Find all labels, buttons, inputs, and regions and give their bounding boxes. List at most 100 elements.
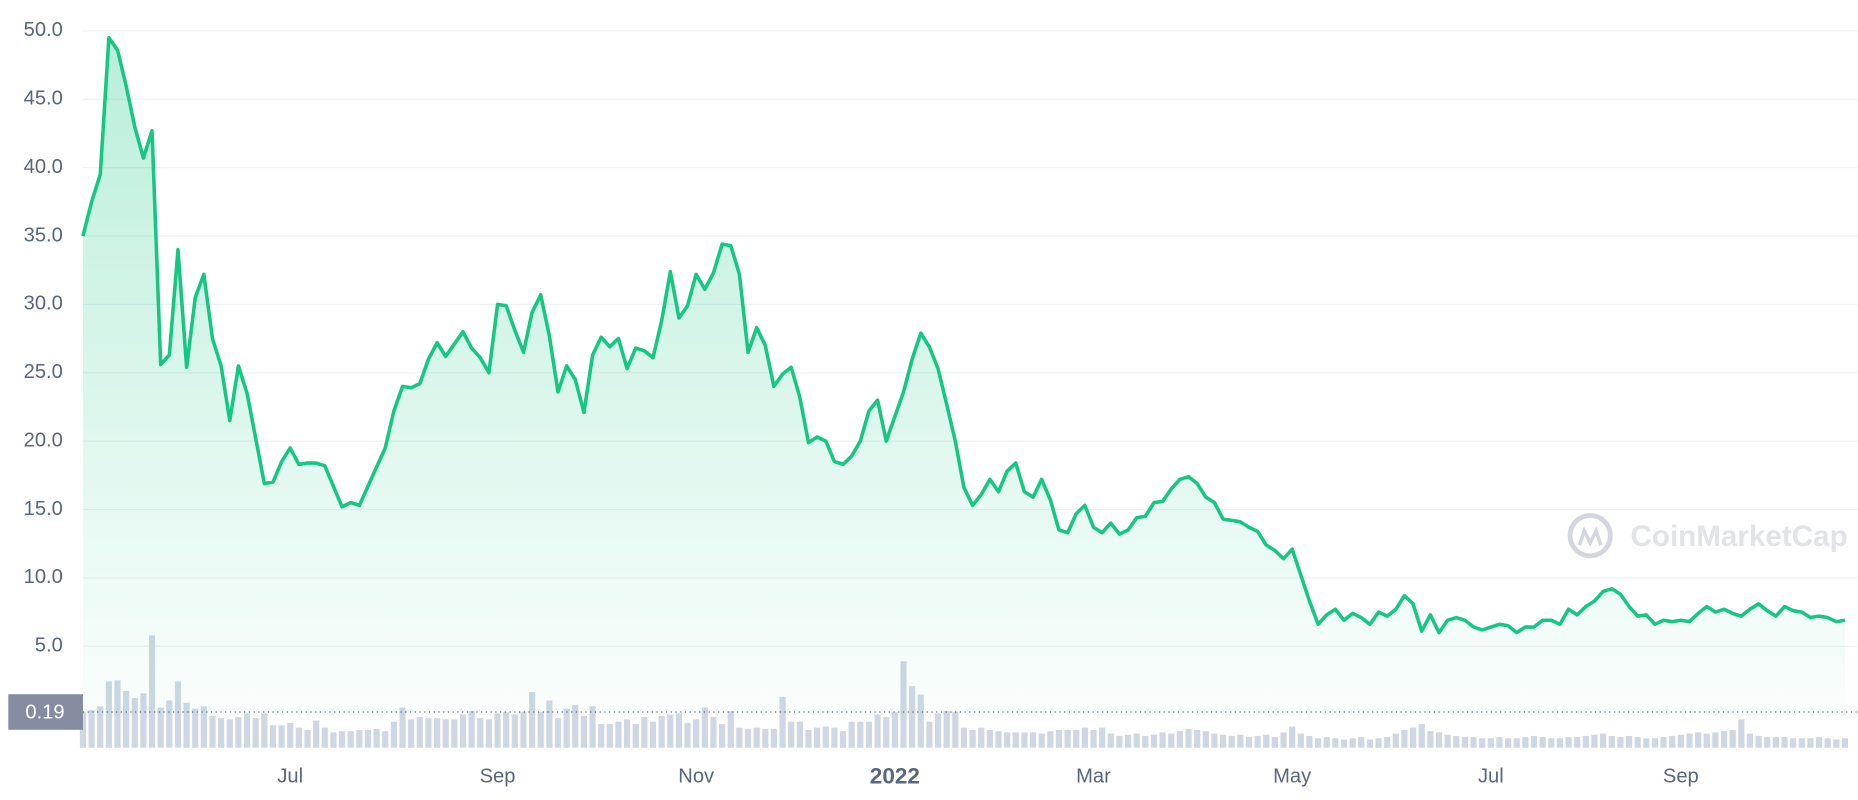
- volume-bar: [338, 731, 346, 748]
- volume-bar: [1107, 733, 1114, 748]
- volume-bar: [719, 724, 726, 748]
- volume-bar: [839, 731, 847, 748]
- volume-bar: [416, 716, 423, 748]
- x-tick-label: Sep: [1663, 766, 1699, 788]
- volume-bar: [97, 706, 104, 748]
- volume-bar: [1306, 735, 1313, 748]
- volume-bar: [1142, 735, 1149, 748]
- volume-bar: [874, 714, 881, 748]
- volume-bar: [1384, 737, 1391, 748]
- volume-bar: [278, 725, 285, 748]
- volume-bar: [1392, 733, 1399, 748]
- volume-bar: [1124, 734, 1132, 748]
- volume-bar: [986, 730, 993, 748]
- volume-bar: [762, 728, 769, 748]
- volume-bar: [1427, 731, 1434, 748]
- volume-bar: [1271, 737, 1278, 748]
- price-line: [81, 35, 1846, 635]
- volume-bar: [1470, 737, 1477, 748]
- volume-bar: [1746, 733, 1754, 748]
- volume-bar: [1617, 737, 1624, 748]
- y-tick-label: 40.0: [24, 156, 63, 178]
- volume-bar: [243, 713, 251, 748]
- volume-bar: [1643, 738, 1650, 748]
- volume-bar: [1004, 732, 1011, 748]
- volume-bar: [1038, 733, 1045, 748]
- volume-bar: [1755, 735, 1762, 748]
- volume-bar: [952, 712, 959, 748]
- volume-bar: [891, 712, 898, 748]
- volume-bar: [209, 715, 216, 748]
- x-tick-label: Nov: [678, 766, 714, 788]
- volume-bar: [1591, 734, 1598, 748]
- y-tick-label: 50.0: [24, 19, 63, 41]
- volume-bar: [261, 713, 268, 748]
- x-tick-label: 2022: [870, 763, 920, 788]
- volume-bar: [511, 714, 518, 748]
- volume-bar: [1539, 737, 1546, 748]
- volume-bar: [503, 712, 510, 748]
- volume-bar: [321, 727, 328, 748]
- volume-bar: [1841, 738, 1849, 748]
- volume-bar: [1556, 738, 1564, 748]
- volume-bar: [408, 719, 415, 748]
- watermark-text: CoinMarketCap: [1630, 520, 1847, 553]
- volume-bar: [1358, 737, 1365, 748]
- volume-bar: [693, 719, 700, 748]
- volume-bar: [1565, 737, 1572, 748]
- volume-bar: [157, 707, 164, 748]
- volume-bar: [684, 722, 691, 748]
- x-tick-label: Mar: [1076, 766, 1111, 788]
- volume-bar: [865, 721, 873, 748]
- reference-label: 0.19: [25, 702, 64, 724]
- volume-bar: [1686, 733, 1693, 748]
- volume-bar: [1608, 735, 1615, 748]
- volume-bar: [520, 712, 527, 748]
- y-tick-label: 15.0: [24, 498, 63, 520]
- volume-bar: [1194, 730, 1201, 748]
- volume-bar: [1176, 731, 1183, 748]
- volume-bar: [1418, 724, 1425, 748]
- volume-bar: [1772, 737, 1779, 748]
- volume-bar: [1099, 727, 1106, 748]
- volume-bar: [88, 709, 95, 748]
- volume-bar: [459, 714, 467, 748]
- volume-bar: [330, 732, 337, 748]
- volume-bar: [529, 692, 536, 748]
- volume-bar: [347, 731, 354, 748]
- volume-bar: [1738, 719, 1745, 748]
- volume-bar: [1651, 738, 1659, 748]
- volume-bar: [200, 706, 207, 748]
- volume-bar: [1211, 733, 1218, 748]
- volume-bar: [1695, 732, 1702, 748]
- volume-bar: [1012, 732, 1019, 748]
- volume-bar: [1228, 735, 1235, 748]
- volume-bar: [1815, 737, 1823, 748]
- volume-bar: [1522, 737, 1529, 748]
- volume-bar: [1729, 730, 1736, 748]
- volume-bar: [572, 705, 579, 748]
- volume-bar: [1720, 731, 1728, 748]
- volume-bar: [1055, 730, 1063, 748]
- volume-bar: [615, 721, 622, 748]
- volume-bar: [1047, 731, 1054, 748]
- watermark-logo-mark: [1577, 526, 1603, 547]
- volume-bar: [1315, 738, 1322, 748]
- watermark-logo: [1567, 513, 1613, 559]
- volume-bar: [848, 721, 855, 748]
- volume-bar: [1237, 734, 1244, 748]
- volume-bar: [701, 707, 708, 748]
- volume-bar: [1133, 733, 1140, 748]
- price-area: [82, 37, 1845, 715]
- volume-bar: [658, 715, 665, 748]
- y-tick-label: 20.0: [24, 429, 63, 451]
- volume-bar: [313, 720, 320, 748]
- volume-bar: [494, 713, 501, 748]
- volume-bar: [1634, 737, 1641, 748]
- volume-bar: [1487, 738, 1494, 748]
- volume-bar: [287, 722, 294, 748]
- volume-bar: [269, 725, 277, 748]
- reference-label-box: [8, 694, 83, 730]
